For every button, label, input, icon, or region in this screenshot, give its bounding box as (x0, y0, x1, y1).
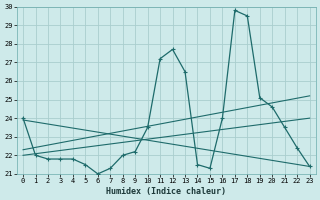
X-axis label: Humidex (Indice chaleur): Humidex (Indice chaleur) (106, 187, 226, 196)
